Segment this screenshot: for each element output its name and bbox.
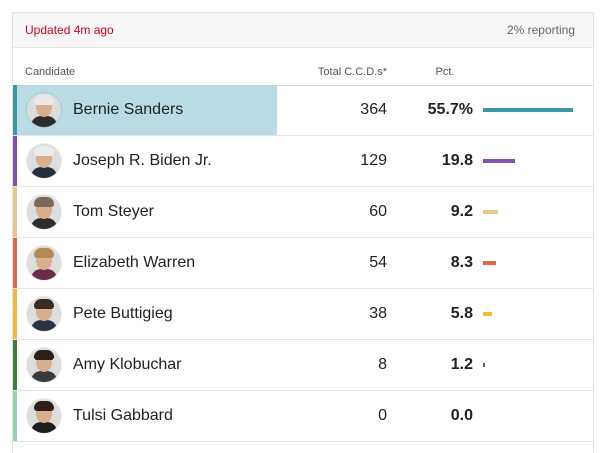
candidate-rows: Bernie Sanders 364 55.7% Joseph R. Biden Jr…: [13, 85, 593, 442]
candidate-pct-bar: [483, 261, 496, 265]
candidate-color-stripe: [13, 238, 17, 288]
candidate-avatar: [27, 399, 61, 433]
candidate-pct-bar: [483, 312, 492, 316]
candidate-votes: 0: [378, 407, 387, 424]
candidate-pct-bar: [483, 108, 573, 112]
candidate-pct: 0.0: [450, 407, 473, 424]
candidate-name: Tulsi Gabbard: [73, 407, 173, 424]
candidate-pct: 5.8: [450, 305, 473, 322]
candidate-avatar: [27, 144, 61, 178]
candidate-name: Amy Klobuchar: [73, 356, 182, 373]
candidate-row[interactable]: Elizabeth Warren 54 8.3: [13, 238, 593, 289]
candidate-avatar: [27, 348, 61, 382]
candidate-pct-bar: [483, 363, 485, 367]
candidate-color-stripe: [13, 136, 17, 186]
candidate-avatar: [27, 297, 61, 331]
candidate-row[interactable]: Pete Buttigieg 38 5.8: [13, 289, 593, 340]
candidate-votes: 364: [360, 101, 387, 118]
column-header-votes[interactable]: Total C.C.D.s*: [317, 66, 387, 78]
candidate-name: Elizabeth Warren: [73, 254, 196, 271]
candidate-avatar: [27, 195, 61, 229]
candidate-name: Pete Buttigieg: [73, 305, 173, 322]
candidate-pct: 55.7%: [427, 101, 473, 118]
reporting-status: 2% reporting: [506, 23, 575, 37]
candidate-pct: 19.8: [441, 152, 473, 169]
updated-timestamp: Updated 4m ago: [25, 23, 114, 37]
candidate-pct: 8.3: [450, 254, 473, 271]
candidate-pct: 9.2: [450, 203, 473, 220]
results-table: Updated 4m ago 2% reporting Candidate To…: [12, 12, 594, 453]
candidate-name: Tom Steyer: [73, 203, 154, 220]
candidate-color-stripe: [13, 187, 17, 237]
table-header: Candidate Total C.C.D.s* Pct.: [13, 47, 593, 86]
candidate-row[interactable]: Joseph R. Biden Jr. 129 19.8: [13, 136, 593, 187]
candidate-name: Joseph R. Biden Jr.: [73, 152, 212, 169]
candidate-row[interactable]: Amy Klobuchar 8 1.2: [13, 340, 593, 391]
candidate-votes: 60: [369, 203, 387, 220]
candidate-votes: 8: [378, 356, 387, 373]
candidate-pct: 1.2: [450, 356, 473, 373]
candidate-votes: 129: [360, 152, 387, 169]
column-header-pct[interactable]: Pct.: [435, 66, 455, 78]
candidate-color-stripe: [13, 289, 17, 339]
candidate-votes: 38: [369, 305, 387, 322]
status-bar: Updated 4m ago 2% reporting: [13, 13, 593, 48]
candidate-row[interactable]: Tulsi Gabbard 0 0.0: [13, 391, 593, 442]
candidate-color-stripe: [13, 340, 17, 390]
candidate-color-stripe: [13, 85, 17, 135]
candidate-name: Bernie Sanders: [73, 101, 184, 118]
candidate-color-stripe: [13, 391, 17, 441]
candidate-row[interactable]: Tom Steyer 60 9.2: [13, 187, 593, 238]
candidate-pct-bar: [483, 159, 515, 163]
candidate-votes: 54: [369, 254, 387, 271]
candidate-avatar: [27, 246, 61, 280]
candidate-avatar: [27, 93, 61, 127]
candidate-row[interactable]: Bernie Sanders 364 55.7%: [13, 85, 593, 136]
column-header-candidate[interactable]: Candidate: [25, 66, 76, 78]
candidate-pct-bar: [483, 210, 498, 214]
